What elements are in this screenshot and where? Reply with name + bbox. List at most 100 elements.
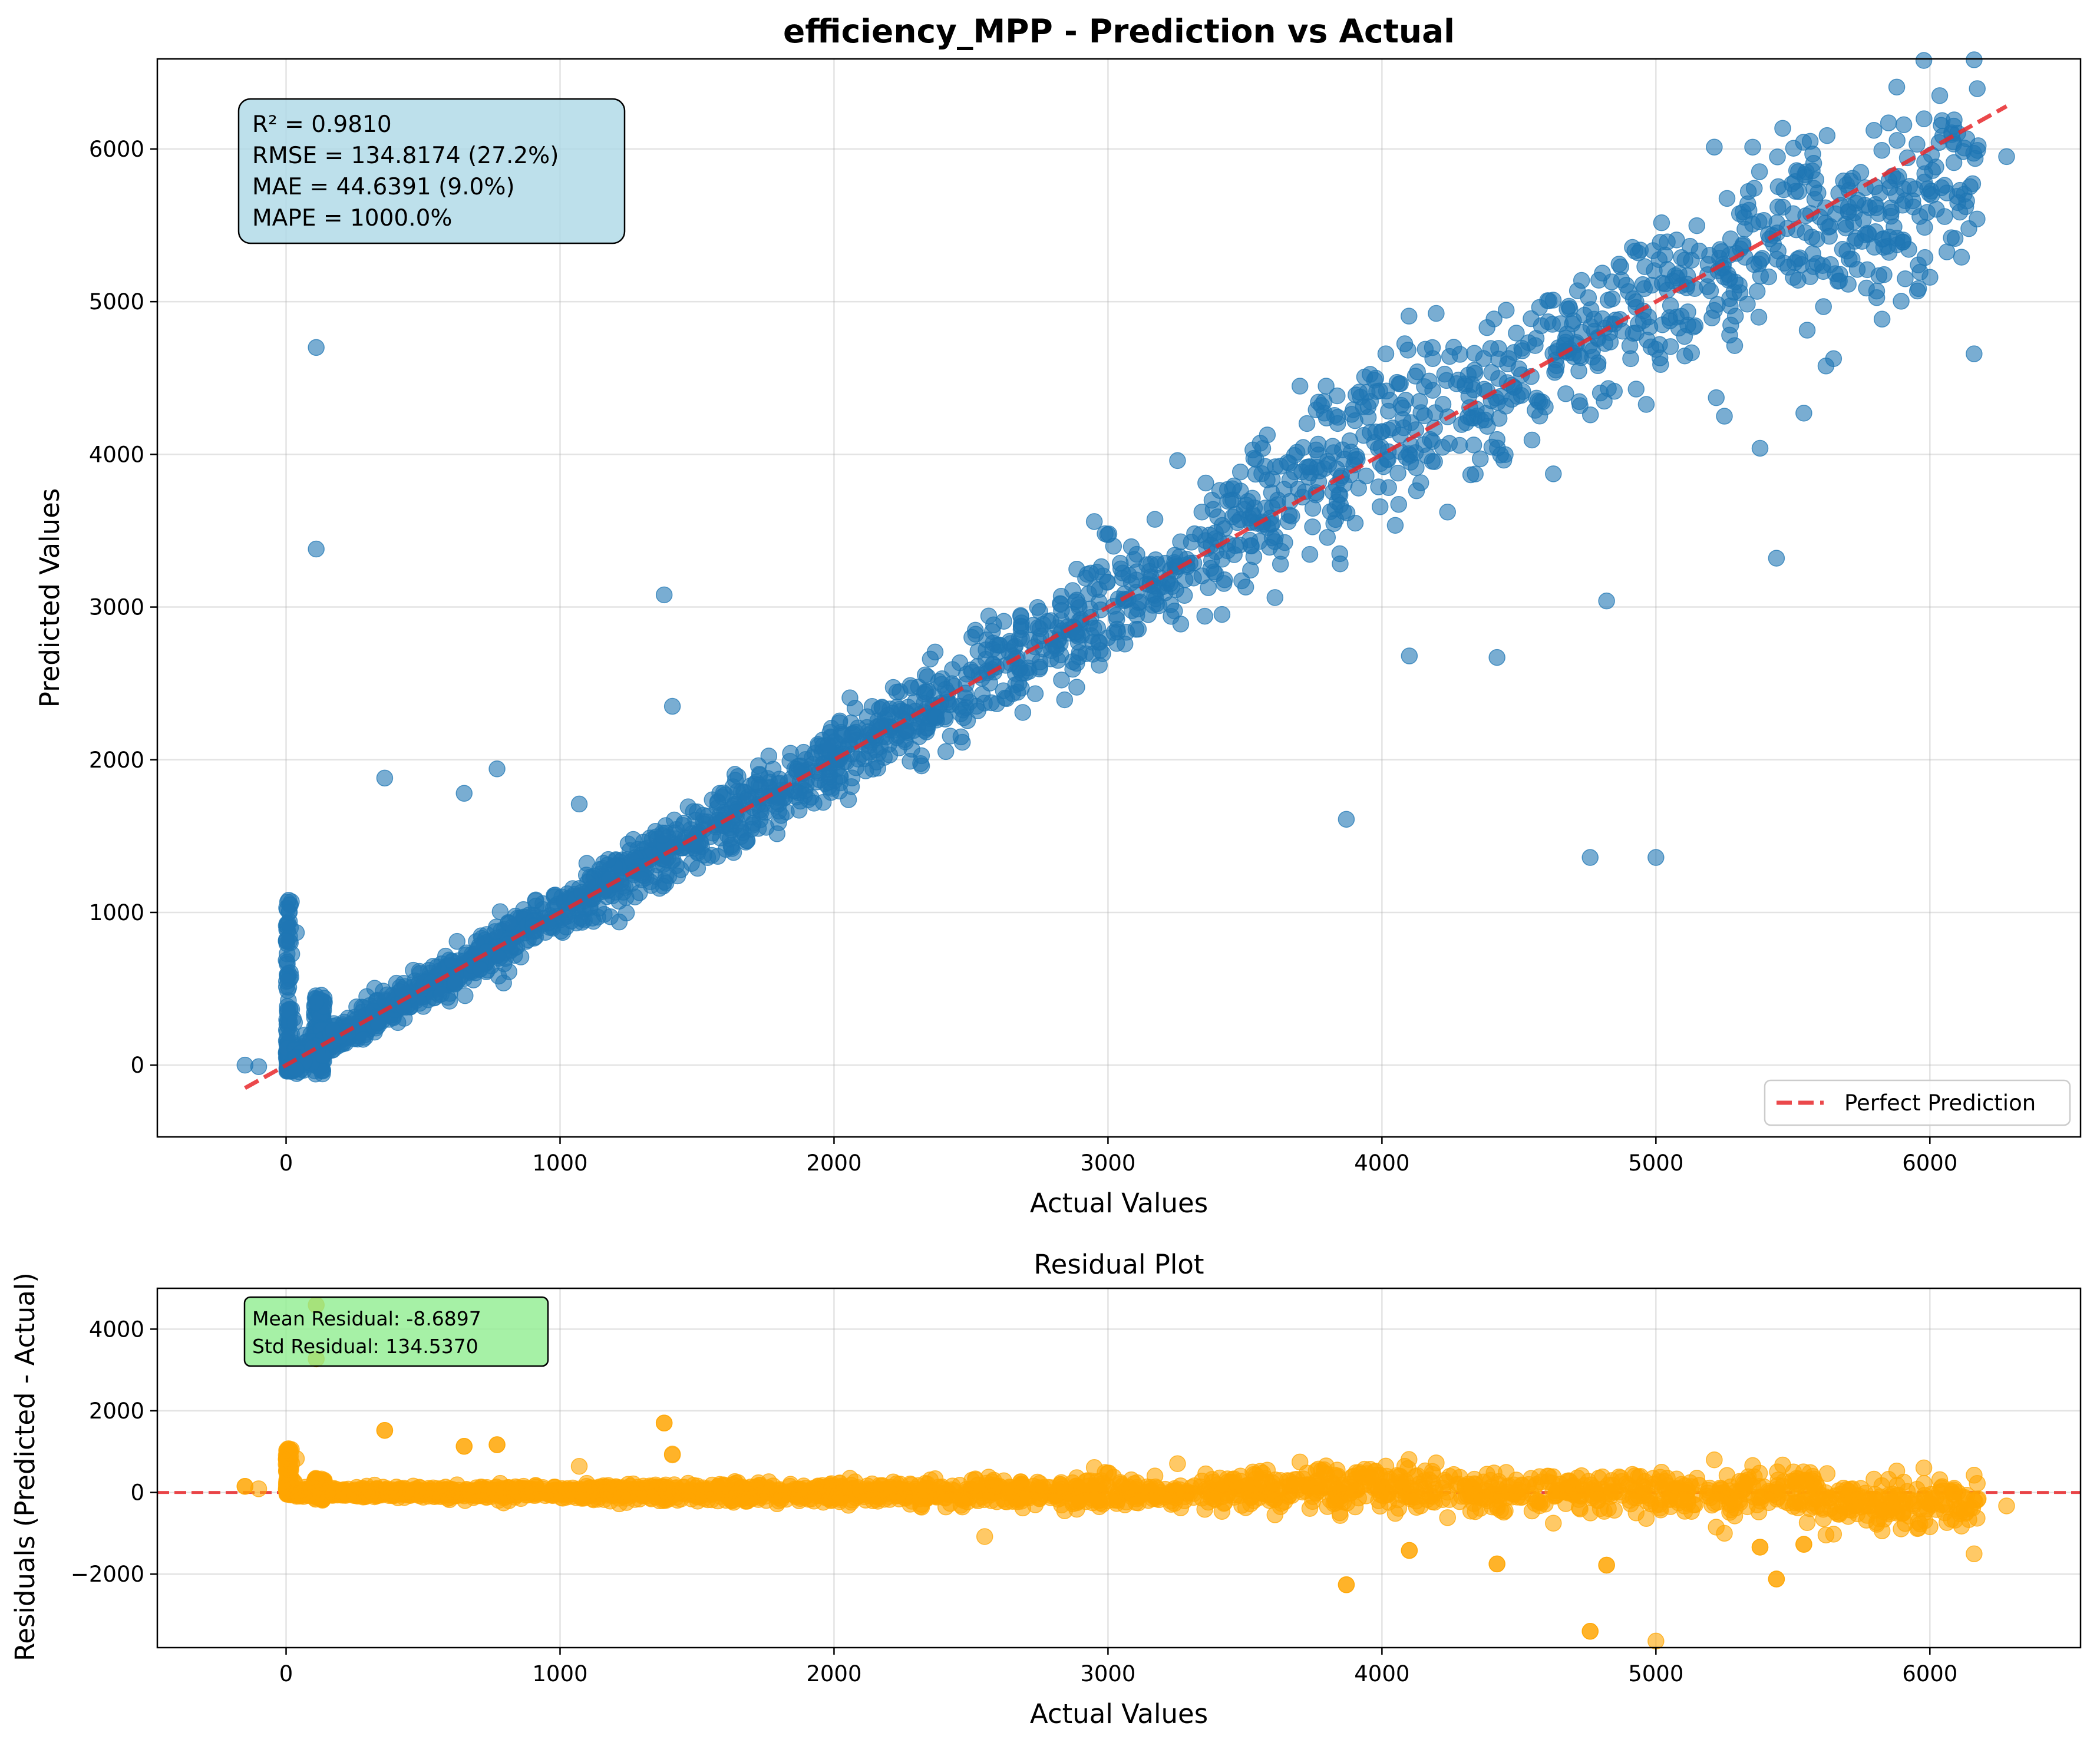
main-data-point — [1338, 504, 1356, 522]
main-data-point — [1815, 298, 1832, 315]
main-data-point — [912, 755, 929, 772]
residual-data-point — [1544, 1482, 1561, 1500]
main-data-point — [308, 339, 325, 356]
main-data-point — [963, 629, 980, 646]
residual-data-point — [1966, 1545, 1983, 1563]
main-data-point — [955, 709, 972, 726]
main-data-point — [1451, 436, 1468, 454]
main-x-tick-label: 5000 — [1628, 1150, 1683, 1176]
main-data-point — [1818, 127, 1836, 144]
stats-mape: MAPE = 1000.0% — [252, 205, 452, 232]
main-y-tick-label: 0 — [130, 1053, 144, 1078]
main-data-point — [1702, 282, 1719, 300]
stats-mae: MAE = 44.6391 (9.0%) — [252, 174, 515, 200]
main-y-axis-label: Predicted Values — [34, 488, 65, 708]
main-data-point — [922, 650, 939, 668]
main-x-tick-label: 1000 — [532, 1150, 587, 1176]
main-data-point — [1561, 300, 1579, 318]
main-x-tick-label: 4000 — [1354, 1150, 1409, 1176]
main-data-point — [1679, 276, 1696, 293]
main-data-point — [1527, 337, 1544, 354]
main-data-point — [1390, 496, 1408, 513]
main-data-point — [1114, 570, 1131, 587]
main-data-point — [1203, 492, 1221, 509]
main-data-point — [1123, 602, 1141, 619]
residual-data-point — [1818, 1465, 1836, 1482]
main-data-point — [1359, 398, 1377, 415]
main-data-point — [1606, 383, 1623, 400]
main-x-axis-label: Actual Values — [1030, 1188, 1208, 1219]
main-data-point — [1636, 258, 1653, 275]
main-data-point — [1960, 220, 1977, 237]
main-data-point — [573, 914, 591, 931]
main-data-point — [615, 884, 632, 901]
main-data-point — [722, 836, 739, 854]
main-data-point — [1653, 214, 1670, 232]
main-data-point — [957, 689, 974, 707]
main-data-point — [1467, 465, 1484, 482]
main-data-point — [278, 932, 295, 950]
main-data-point — [1627, 381, 1645, 398]
main-data-point — [1213, 606, 1231, 623]
main-data-point — [1916, 219, 1933, 236]
main-data-point — [1343, 406, 1361, 423]
main-x-tick-label: 0 — [279, 1150, 293, 1176]
main-data-point — [1068, 591, 1085, 609]
main-data-point — [1424, 452, 1441, 470]
main-data-point — [770, 795, 788, 812]
main-data-point — [1367, 369, 1385, 387]
main-data-point — [969, 702, 986, 719]
main-data-point — [1676, 328, 1693, 345]
main-data-point — [738, 832, 756, 849]
main-data-point — [1478, 319, 1495, 336]
main-data-point — [1349, 451, 1366, 468]
main-data-point — [709, 848, 727, 865]
main-data-point — [889, 699, 906, 716]
main-data-point — [1916, 173, 1933, 191]
main-data-point — [1718, 190, 1736, 207]
main-data-point — [1706, 302, 1723, 319]
main-data-point — [1726, 337, 1744, 354]
main-data-point — [1722, 230, 1739, 247]
main-data-point — [1332, 555, 1349, 573]
residual-data-point — [1637, 1510, 1655, 1527]
main-data-point — [1888, 187, 1905, 204]
main-data-point — [354, 1031, 372, 1048]
main-data-point — [1612, 258, 1629, 276]
main-data-point — [1064, 660, 1081, 678]
main-data-point — [981, 674, 999, 692]
main-data-point — [1185, 569, 1202, 587]
main-data-point — [307, 994, 325, 1011]
main-data-point — [1637, 396, 1655, 413]
main-data-point — [1642, 338, 1660, 356]
main-data-point — [985, 616, 1002, 633]
main-data-point — [984, 641, 1002, 658]
main-data-point — [1148, 595, 1165, 613]
main-y-tick-label: 5000 — [89, 289, 144, 315]
main-data-point — [1056, 691, 1074, 709]
main-data-point — [1915, 52, 1933, 69]
main-data-point — [315, 1047, 332, 1065]
main-data-point — [1097, 525, 1114, 543]
residual-data-point — [1966, 1467, 1983, 1484]
main-data-point — [279, 955, 296, 973]
main-data-point — [1769, 148, 1786, 166]
main-data-point — [1768, 550, 1785, 567]
main-data-point — [1514, 383, 1531, 400]
main-data-point — [1841, 250, 1858, 268]
main-y-tick-label: 1000 — [89, 900, 144, 925]
main-data-point — [1795, 134, 1812, 151]
main-data-point — [1424, 339, 1441, 356]
main-data-point — [1146, 511, 1164, 528]
main-data-point — [1760, 268, 1778, 286]
main-data-point — [1966, 51, 1983, 68]
main-data-point — [1004, 685, 1021, 702]
main-data-point — [1544, 292, 1562, 309]
main-data-point — [1936, 208, 1953, 225]
main-data-point — [1634, 276, 1652, 293]
main-data-point — [1754, 250, 1771, 267]
main-data-point — [633, 871, 651, 888]
main-data-point — [1463, 376, 1481, 393]
legend-entry-perfect-prediction: Perfect Prediction — [1844, 1090, 2036, 1116]
main-data-point — [250, 1058, 268, 1076]
